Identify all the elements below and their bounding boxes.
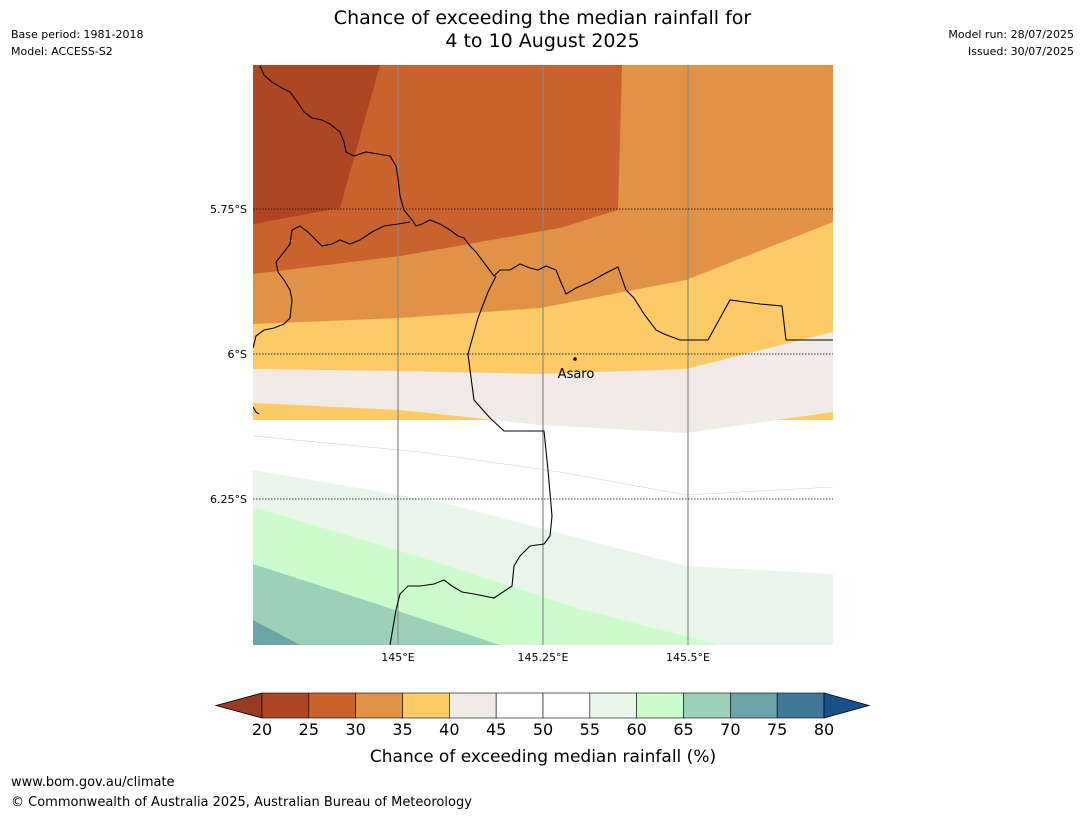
model-run-date: Model run: 28/07/2025: [948, 28, 1074, 41]
colorbar-segment: [636, 692, 684, 719]
colorbar-tick-label: 70: [720, 720, 740, 739]
lat-label-6-25: 6.25°S: [210, 493, 247, 506]
title-line-1: Chance of exceeding the median rainfall …: [333, 7, 752, 29]
footer-url[interactable]: www.bom.gov.au/climate: [11, 775, 175, 790]
latitude-labels: 5.75°S 6°S 6.25°S: [210, 203, 247, 506]
base-period: Base period: 1981-2018: [11, 28, 144, 41]
boundary-north-west: [259, 65, 833, 341]
colorbar-tick-label: 55: [580, 720, 600, 739]
graticule: [253, 65, 833, 645]
colorbar-title: Chance of exceeding median rainfall (%): [370, 747, 716, 767]
colorbar-segment: [683, 692, 731, 719]
lat-label-5-75: 5.75°S: [210, 203, 247, 216]
colorbar-under-arrow: [214, 692, 263, 719]
colorbar-segment: [402, 692, 450, 719]
colorbar-tick-label: 80: [814, 720, 834, 739]
colorbar-tick-label: 60: [626, 720, 646, 739]
colorbar-segment: [776, 692, 825, 719]
band-65-70: [253, 564, 500, 645]
colorbar-tick-label: 35: [392, 720, 412, 739]
boundary-west-loop: [253, 221, 411, 349]
boundary-fragment: [253, 406, 260, 415]
lon-label-145: 145°E: [381, 651, 414, 664]
colorbar-segment: [542, 692, 591, 719]
lat-label-6: 6°S: [228, 348, 247, 361]
issued-date: Issued: 30/07/2025: [967, 45, 1074, 58]
colorbar-tick-label: 65: [673, 720, 693, 739]
colorbar-segment: [355, 692, 403, 719]
title-line-2: 4 to 10 August 2025: [445, 30, 640, 52]
colorbar-segment: [449, 692, 497, 719]
band-20-25: [253, 65, 380, 224]
colorbar: 20 25 30 35 40 45 50 55 60 65 70 75 80 Chance of exc…: [214, 692, 871, 767]
colorbar-segment: [730, 692, 778, 719]
colorbar-segment: [495, 692, 544, 719]
colorbar-segment: [308, 692, 356, 719]
lon-label-145-5: 145.5°E: [666, 651, 710, 664]
map-title: Chance of exceeding the median rainfall …: [0, 7, 1085, 53]
model-name: Model: ACCESS-S2: [11, 45, 113, 58]
colorbar-tick-label: 20: [252, 720, 272, 739]
place-label: Asaro: [558, 367, 595, 382]
colorbar-segments: [261, 692, 825, 719]
model-info: Base period: 1981-2018 Model: ACCESS-S2: [11, 26, 143, 60]
colorbar-tick-label: 30: [345, 720, 365, 739]
place-marker: [573, 357, 577, 361]
province-boundaries: [253, 65, 833, 645]
map-panel: Asaro 5.75°S 6°S 6.25°S 145°E 145.25°E 1…: [210, 65, 833, 664]
contour-line-45: [253, 435, 833, 496]
boundary-central: [389, 275, 553, 645]
footer-copyright: © Commonwealth of Australia 2025, Austra…: [11, 795, 472, 810]
colorbar-segment: [261, 692, 310, 719]
colorbar-tick-label: 40: [439, 720, 459, 739]
colorbar-ticks: 20 25 30 35 40 45 50 55 60 65 70 75 80: [252, 720, 834, 739]
colorbar-tick-label: 25: [299, 720, 319, 739]
colorbar-tick-label: 45: [486, 720, 506, 739]
longitude-labels: 145°E 145.25°E 145.5°E: [381, 651, 710, 664]
colorbar-segment: [589, 692, 637, 719]
colorbar-over-arrow: [823, 692, 871, 719]
lon-label-145-25: 145.25°E: [518, 651, 569, 664]
colorbar-tick-label: 50: [533, 720, 553, 739]
colorbar-tick-label: 75: [767, 720, 787, 739]
place-asaro: Asaro: [558, 357, 595, 382]
band-70-75: [253, 620, 300, 645]
run-info: Model run: 28/07/2025 Issued: 30/07/2025: [948, 26, 1074, 60]
